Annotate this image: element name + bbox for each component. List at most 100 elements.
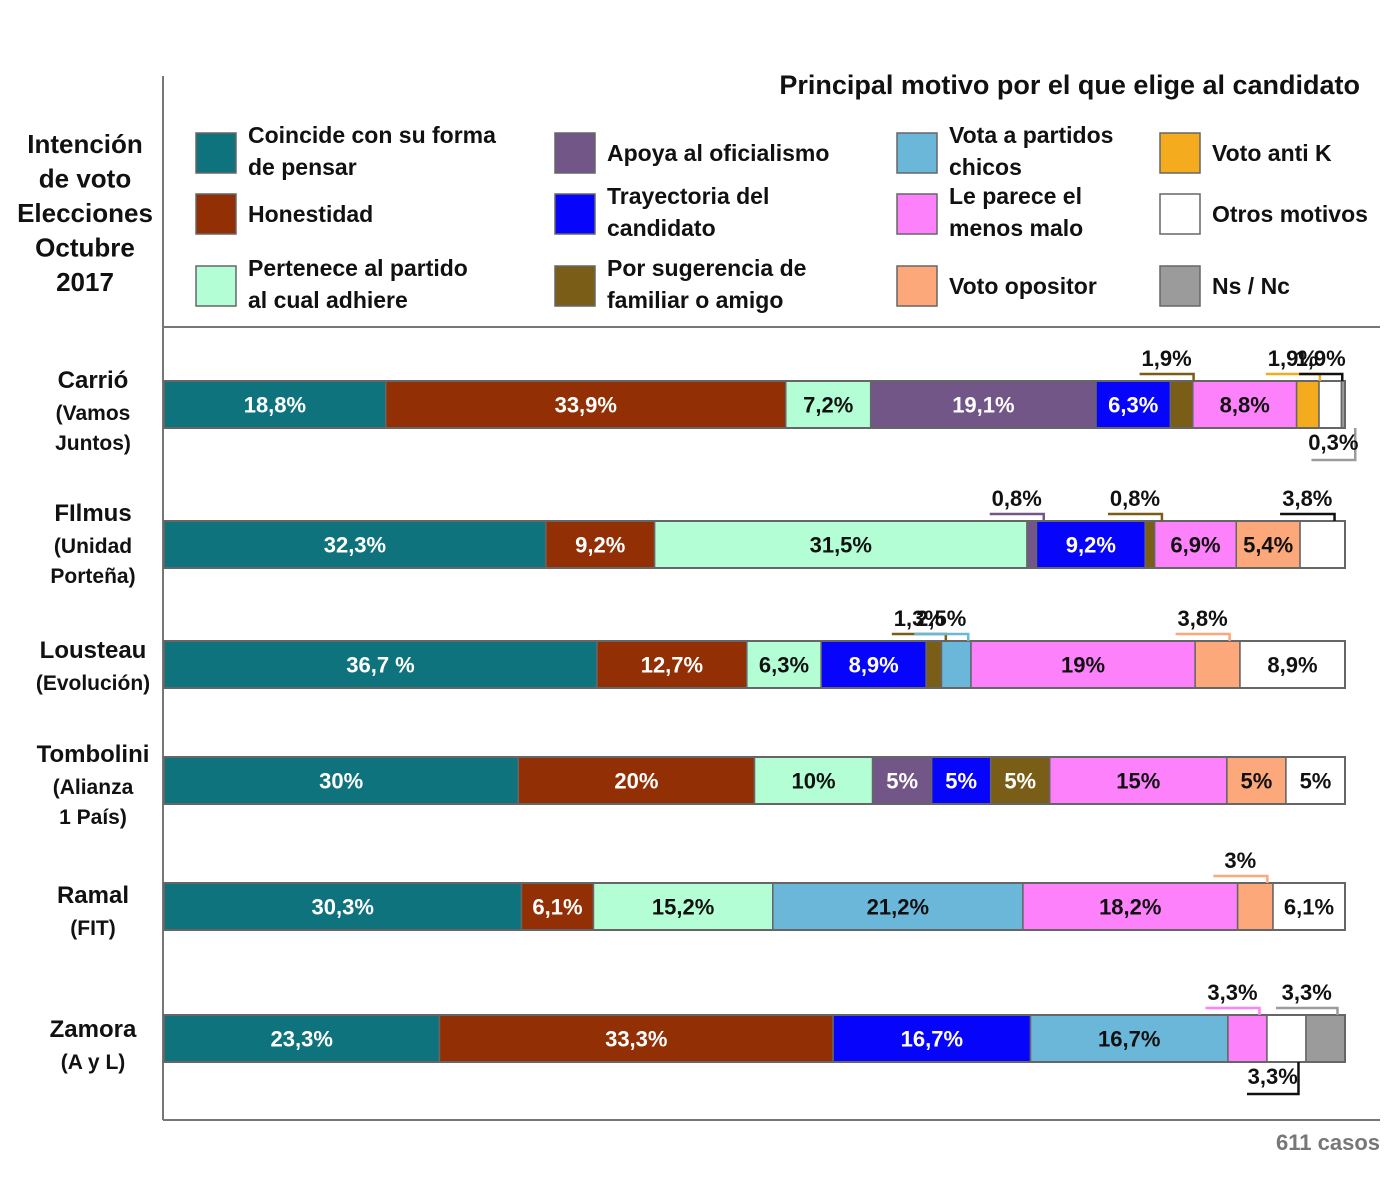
segment-label: 23,3%: [271, 1027, 333, 1052]
legend-item-sugerencia: Por sugerencia de familiar o amigo: [554, 255, 806, 313]
callout-bracket: [1246, 1062, 1300, 1096]
callout-label: 1,9%: [1142, 346, 1192, 371]
segment-label: 5%: [1300, 769, 1332, 794]
legend-label: familiar o amigo: [607, 287, 783, 313]
bar-segment-menosmalo: [970, 640, 1196, 689]
bar-segment-honestidad: [545, 520, 656, 569]
row-label: Tombolini: [37, 741, 150, 768]
bar-segment-pertenece: [653, 520, 1028, 569]
bar-segment-trayectoria: [930, 756, 992, 805]
segment-label: 9,2%: [1066, 533, 1116, 558]
callout-bracket: [1107, 512, 1164, 521]
legend-label: Pertenece al partido: [248, 255, 468, 281]
callout: 1,9%: [1296, 346, 1346, 381]
legend-item-trayectoria: Trayectoria del candidato: [554, 183, 769, 241]
callout-label: 3,3%: [1248, 1064, 1298, 1089]
legend-swatch: [195, 265, 237, 307]
legend-swatch: [896, 132, 938, 174]
chart-frame: [162, 76, 1380, 1121]
row-label: Ramal: [57, 882, 129, 909]
bar-segment-trayectoria: [820, 640, 927, 689]
segment-label: 6,1%: [1284, 895, 1334, 920]
segment-label: 5%: [886, 769, 918, 794]
bar-rows: Carrió (Vamos Juntos) 18,8% 33,9% 7,2% 19,1% 6,…: [36, 346, 1358, 1096]
callout: 0,8%: [989, 486, 1045, 521]
legend-item-otros: Otros motivos: [1159, 193, 1368, 235]
bar-outline: [163, 756, 1346, 805]
callout-label: 3%: [1224, 848, 1256, 873]
row-label: FIlmus: [54, 500, 131, 527]
segment-label: 30,3%: [312, 895, 374, 920]
callout-bracket: [1139, 372, 1195, 381]
legend-label: al cual adhiere: [248, 287, 408, 313]
callout-bracket: [1275, 1006, 1339, 1015]
bar-segment-opositor: [1194, 640, 1241, 689]
bar-segment-menosmalo: [1153, 520, 1237, 569]
segment-label: 5%: [1241, 769, 1273, 794]
bar-outline: [163, 1014, 1346, 1063]
callout: 0,3%: [1308, 428, 1358, 462]
callout-label: 3,3%: [1282, 980, 1332, 1005]
segment-label: 16,7%: [901, 1027, 963, 1052]
segment-label: 8,9%: [1267, 653, 1317, 678]
legend-swatch: [195, 132, 237, 174]
bar-row-3: Tombolini (Alianza 1 País) 30% 20% 10% 5% 5% 5% 1…: [37, 741, 1346, 829]
bar-row-1: FIlmus (Unidad Porteña) 32,3% 9,2% 31,5% 0,8% 9…: [50, 486, 1346, 588]
bar-segment-coincide: [163, 380, 387, 429]
side-title-line: 2017: [56, 267, 114, 297]
legend-item-opositor: Voto opositor: [896, 265, 1097, 307]
legend-item-pertenece: Pertenece al partido al cual adhiere: [195, 255, 468, 313]
callout: 3,3%: [1205, 980, 1261, 1015]
bar-outline: [163, 520, 1346, 569]
segment-label: 8,8%: [1220, 393, 1270, 418]
legend-item-coincide: Coincide con su forma de pensar: [195, 122, 496, 180]
bar-segment-sugerencia: [1144, 520, 1156, 569]
callout-label: 0,8%: [992, 486, 1042, 511]
legend-swatch: [554, 265, 596, 307]
bar-segment-otros: [1299, 520, 1346, 569]
footnote: 611 casos: [1276, 1130, 1380, 1155]
bar-segment-sugerencia: [1169, 380, 1194, 429]
segment-label: 36,7 %: [346, 653, 415, 678]
legend-item-honestidad: Honestidad: [195, 193, 373, 235]
legend-swatch: [896, 193, 938, 235]
segment-label: 30%: [319, 769, 363, 794]
bar-segment-opositor: [1235, 520, 1301, 569]
bar-segment-honestidad: [517, 756, 756, 805]
legend-item-nsnc: Ns / Nc: [1159, 265, 1290, 307]
segment-label: 16,7%: [1098, 1027, 1160, 1052]
side-title-line: de voto: [39, 164, 131, 194]
row-party-label: (Alianza: [53, 776, 134, 799]
legend-item-menosmalo: Le parece el menos malo: [896, 183, 1083, 241]
legend-label: Le parece el: [949, 183, 1082, 209]
legend-label: Ns / Nc: [1212, 273, 1290, 299]
row-party-label: (Unidad: [54, 535, 132, 558]
segment-label: 6,1%: [532, 895, 582, 920]
callout-bracket: [1205, 1006, 1261, 1015]
side-title-line: Octubre: [35, 233, 135, 263]
chart-title: Principal motivo por el que elige al can…: [779, 70, 1360, 100]
bar-outline: [163, 640, 1346, 689]
callout-label: 3,3%: [1207, 980, 1257, 1005]
callout: 3%: [1213, 848, 1269, 883]
bar-row-2: Lousteau (Evolución) 36,7 % 12,7% 6,3% 8,9% 1,…: [36, 606, 1346, 695]
segment-label: 6,3%: [759, 653, 809, 678]
bar-row-0: Carrió (Vamos Juntos) 18,8% 33,9% 7,2% 19,1% 6,…: [55, 346, 1358, 462]
legend-item-antik: Voto anti K: [1159, 132, 1332, 174]
segment-label: 31,5%: [810, 533, 872, 558]
bar-segment-pertenece: [746, 640, 822, 689]
legend-label: Voto opositor: [949, 273, 1097, 299]
row-label: Zamora: [50, 1016, 137, 1043]
row-party-label: (A y L): [61, 1051, 126, 1074]
row-party-label: (Vamos: [56, 402, 131, 425]
segment-label: 19,1%: [952, 393, 1014, 418]
callout-bracket: [1280, 512, 1336, 521]
segment-label: 15,2%: [652, 895, 714, 920]
callout-label: 1,9%: [1296, 346, 1346, 371]
row-party-label: (Evolución): [36, 672, 150, 695]
legend-label: Vota a partidos: [949, 122, 1113, 148]
callout-label: 2,5%: [916, 606, 966, 631]
segment-label: 33,9%: [555, 393, 617, 418]
callout: 3,3%: [1275, 980, 1339, 1015]
legend-label: Voto anti K: [1212, 140, 1332, 166]
